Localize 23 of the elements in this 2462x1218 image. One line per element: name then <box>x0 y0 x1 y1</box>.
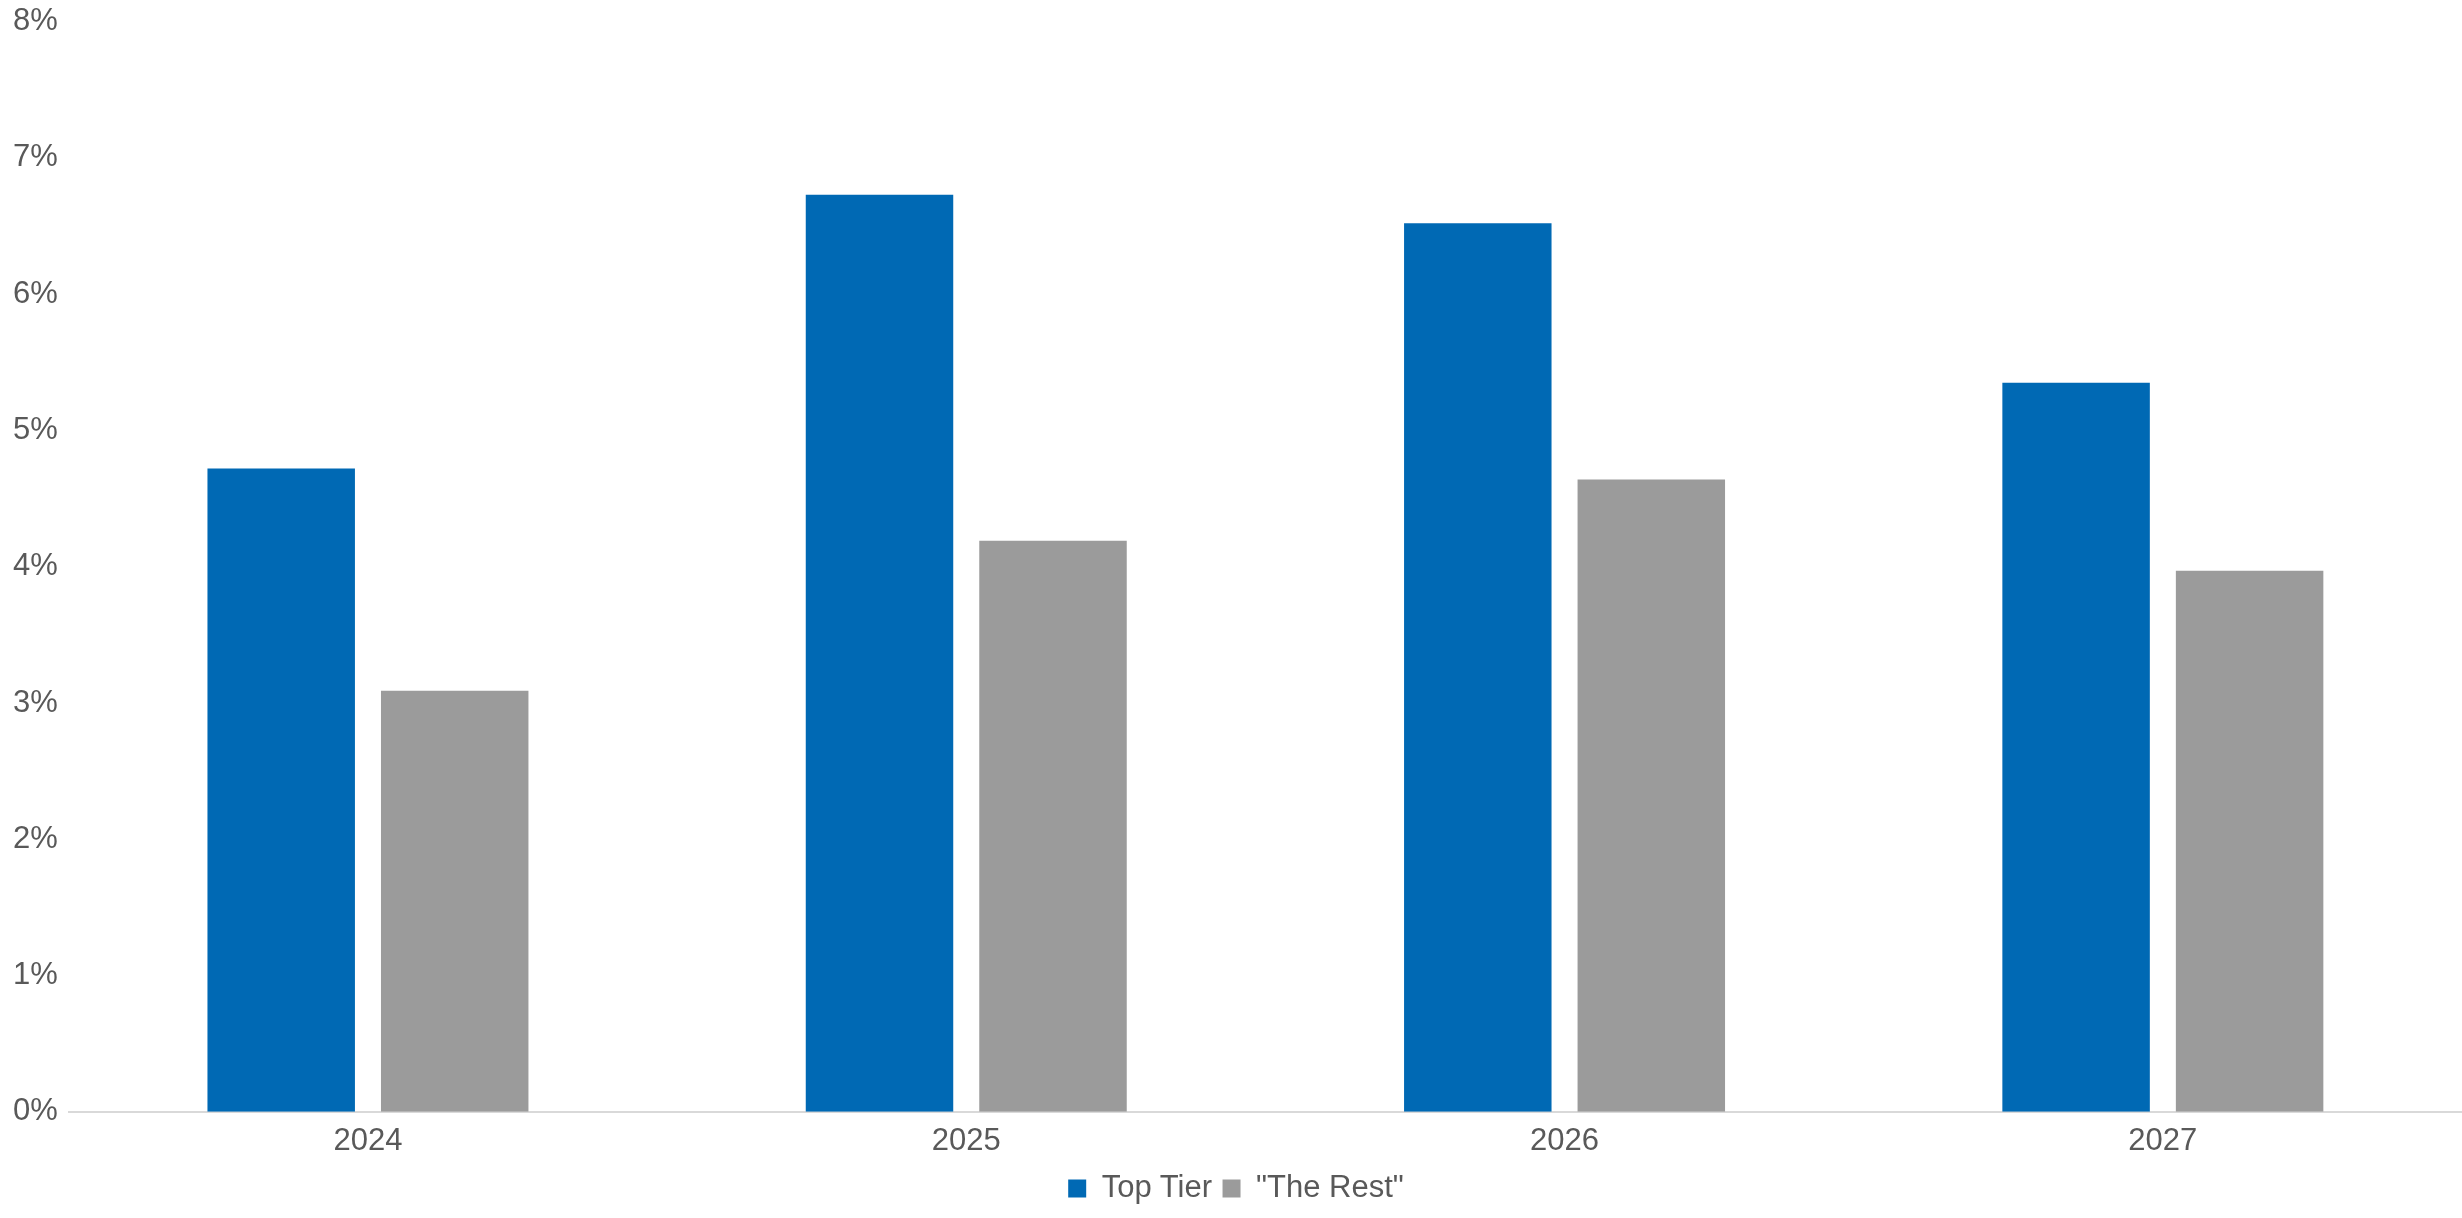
y-tick-label: 6% <box>12 274 58 310</box>
bar <box>805 194 954 1112</box>
x-tick-label: 2024 <box>333 1121 403 1157</box>
y-tick-label: 4% <box>12 547 58 583</box>
legend-label: Top Tier <box>1101 1169 1212 1205</box>
y-tick-label: 5% <box>12 410 58 446</box>
y-tick-label: 3% <box>12 683 58 719</box>
bar <box>1577 479 1726 1112</box>
bar <box>2002 382 2150 1112</box>
y-tick-label: 2% <box>12 819 58 855</box>
y-tick-label: 7% <box>12 138 58 174</box>
bar <box>207 468 355 1112</box>
y-tick-label: 0% <box>12 1092 58 1128</box>
bar <box>1404 223 1552 1112</box>
y-tick-label: 1% <box>12 956 58 992</box>
legend-label: "The Rest" <box>1256 1169 1404 1205</box>
bar <box>2175 570 2324 1112</box>
y-tick-label: 8% <box>12 2 58 38</box>
bar <box>380 690 529 1112</box>
bar <box>979 540 1127 1112</box>
x-tick-label: 2027 <box>2128 1121 2198 1157</box>
x-tick-label: 2025 <box>931 1121 1001 1157</box>
x-tick-label: 2026 <box>1530 1121 1600 1157</box>
